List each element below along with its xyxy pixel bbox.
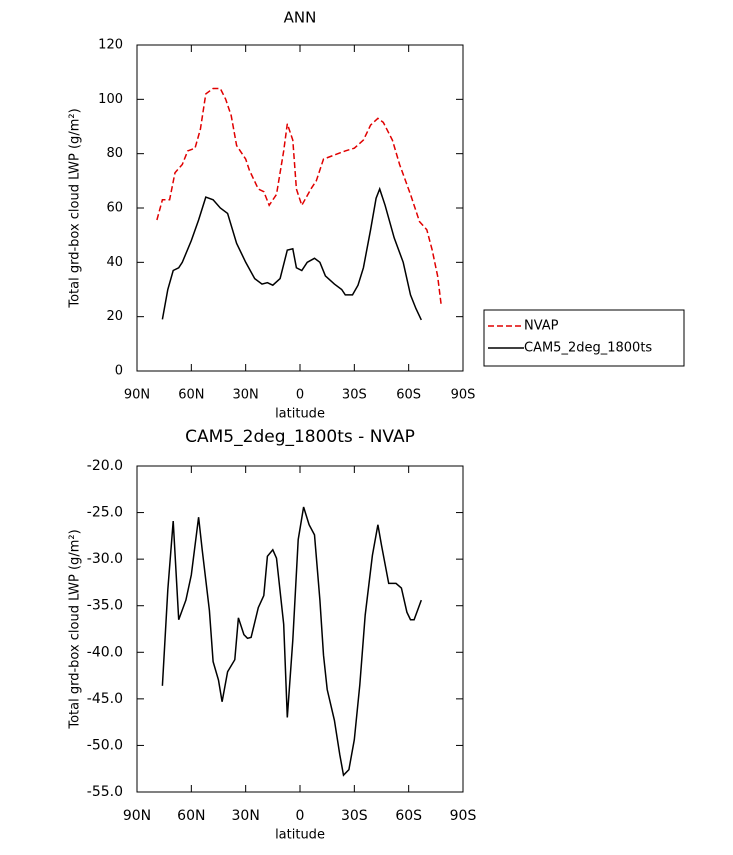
plot-frame	[136, 44, 464, 372]
y-tick-label: -35.0	[87, 598, 123, 614]
y-tick-label: -50.0	[87, 737, 123, 753]
x-tick-label: 90N	[124, 388, 150, 403]
y-tick-label: -45.0	[87, 691, 123, 707]
x-tick-label: 60N	[177, 808, 205, 824]
x-tick-label: 60S	[396, 388, 421, 403]
x-axis-label: latitude	[275, 828, 325, 843]
y-tick-label: -30.0	[87, 551, 123, 567]
y-tick-label: 100	[98, 92, 123, 107]
x-tick-label: 30N	[233, 388, 259, 403]
x-tick-label: 0	[296, 808, 305, 824]
x-tick-label: 30S	[342, 388, 367, 403]
y-tick-label: 60	[106, 201, 123, 216]
x-tick-label: 90S	[451, 388, 476, 403]
plot-frame	[136, 465, 464, 793]
x-tick-label: 0	[296, 388, 304, 403]
x-axis-label: latitude	[275, 407, 325, 422]
legend-label: NVAP	[524, 319, 559, 334]
x-tick-label: 90N	[123, 808, 151, 824]
y-tick-label: -55.0	[87, 784, 123, 800]
y-tick-label: 120	[98, 38, 123, 53]
legend-label: CAM5_2deg_1800ts	[524, 341, 652, 356]
chart-title: CAM5_2deg_1800ts - NVAP	[185, 427, 415, 447]
y-tick-label: -20.0	[87, 458, 123, 474]
y-tick-label: -40.0	[87, 644, 123, 660]
y-axis-label: Total grd-box cloud LWP (g/m²)	[68, 529, 83, 729]
x-tick-label: 60N	[178, 388, 204, 403]
x-tick-label: 90S	[450, 808, 477, 824]
y-tick-label: 80	[106, 146, 123, 161]
data-line	[161, 186, 422, 321]
y-axis-label: Total grd-box cloud LWP (g/m²)	[68, 108, 83, 308]
x-tick-label: 60S	[395, 808, 422, 824]
legend-box	[483, 309, 685, 367]
y-tick-label: 20	[106, 309, 123, 324]
data-line	[156, 87, 443, 306]
y-tick-label: 0	[115, 364, 123, 379]
x-tick-label: 30N	[232, 808, 260, 824]
x-tick-label: 30S	[341, 808, 368, 824]
chart-title: ANN	[284, 9, 317, 27]
y-tick-label: 40	[106, 255, 123, 270]
y-tick-label: -25.0	[87, 505, 123, 521]
data-line	[161, 506, 423, 777]
